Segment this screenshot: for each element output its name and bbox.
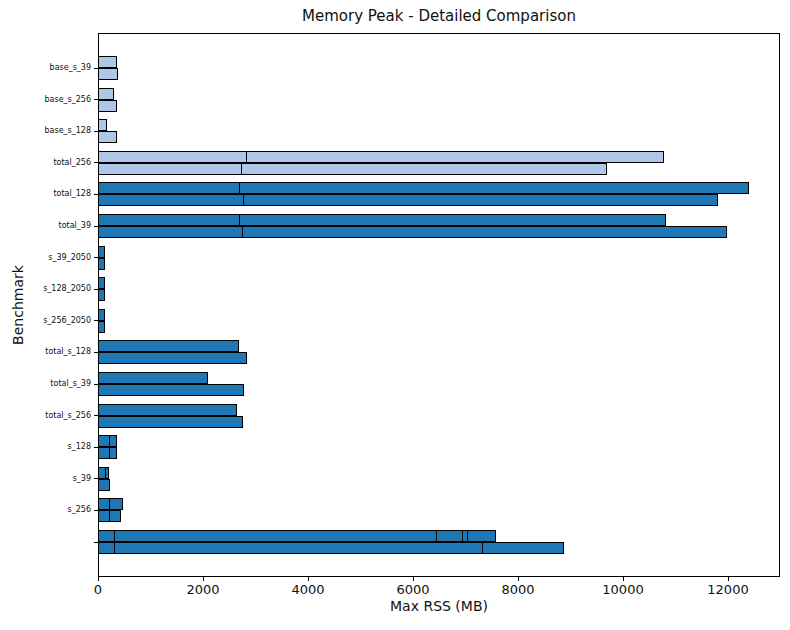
y-tick-mark xyxy=(94,415,98,416)
bar xyxy=(98,372,208,384)
bar xyxy=(98,246,105,258)
y-tick-label: total_s_256 xyxy=(0,411,91,421)
bar xyxy=(98,68,118,80)
memory-peak-chart: Memory Peak - Detailed Comparison Benchm… xyxy=(0,0,790,630)
chart-title: Memory Peak - Detailed Comparison xyxy=(98,7,780,25)
bar xyxy=(98,467,109,479)
bar-segment-edge xyxy=(239,214,240,226)
bar xyxy=(98,88,114,100)
y-tick-label: s_39_2050 xyxy=(0,253,91,263)
y-tick-mark xyxy=(94,162,98,163)
bar xyxy=(98,498,123,510)
y-tick-label: s_128 xyxy=(0,442,91,452)
x-tick-mark xyxy=(728,577,729,581)
bar xyxy=(98,100,117,112)
bar xyxy=(98,352,247,364)
bar xyxy=(98,258,105,270)
bar-segment-edge xyxy=(241,163,242,175)
y-tick-label: base_s_128 xyxy=(0,126,91,136)
bar-segment-edge xyxy=(246,151,247,163)
bar xyxy=(98,131,117,143)
bar xyxy=(98,289,105,301)
bar xyxy=(98,321,105,333)
bar xyxy=(98,226,727,238)
bar-segment-edge xyxy=(239,182,240,194)
bar xyxy=(98,447,117,459)
bar xyxy=(98,384,244,396)
y-tick-label: total_s_39 xyxy=(0,379,91,389)
bar-segment-edge xyxy=(436,530,437,542)
bar xyxy=(98,309,105,321)
x-tick-mark xyxy=(623,577,624,581)
y-tick-mark xyxy=(94,384,98,385)
x-tick-mark xyxy=(98,577,99,581)
bar xyxy=(98,277,105,289)
y-tick-mark xyxy=(94,257,98,258)
bar xyxy=(98,119,107,131)
x-tick-label: 4000 xyxy=(268,582,348,597)
bar xyxy=(98,163,607,175)
y-tick-mark xyxy=(94,226,98,227)
bar xyxy=(98,182,749,194)
x-tick-label: 2000 xyxy=(163,582,243,597)
bar xyxy=(98,435,117,447)
y-tick-label: total_39 xyxy=(0,221,91,231)
bar-segment-edge xyxy=(243,194,244,206)
bar xyxy=(98,194,718,206)
x-tick-label: 8000 xyxy=(478,582,558,597)
bar xyxy=(98,151,664,163)
y-tick-mark xyxy=(94,131,98,132)
bar xyxy=(98,479,110,491)
x-tick-mark xyxy=(308,577,309,581)
y-tick-label: total_128 xyxy=(0,189,91,199)
y-tick-label: s_256 xyxy=(0,505,91,515)
bar xyxy=(98,416,243,428)
y-tick-mark xyxy=(94,542,98,543)
bar-segment-edge xyxy=(462,530,463,542)
y-tick-mark xyxy=(94,99,98,100)
y-tick-mark xyxy=(94,510,98,511)
bar-segment-edge xyxy=(109,435,110,447)
x-tick-mark xyxy=(203,577,204,581)
x-tick-label: 6000 xyxy=(373,582,453,597)
bar xyxy=(98,404,237,416)
bar-segment-edge xyxy=(114,542,115,554)
y-tick-mark xyxy=(94,478,98,479)
y-tick-label: s_39 xyxy=(0,474,91,484)
bar-segment-edge xyxy=(467,530,468,542)
bar xyxy=(98,214,666,226)
y-tick-label: s_256_2050 xyxy=(0,316,91,326)
y-tick-mark xyxy=(94,68,98,69)
plot-area xyxy=(98,33,780,577)
y-tick-label: base_s_256 xyxy=(0,95,91,105)
y-tick-mark xyxy=(94,194,98,195)
y-tick-mark xyxy=(94,289,98,290)
x-tick-mark xyxy=(518,577,519,581)
y-tick-label: total_s_128 xyxy=(0,347,91,357)
bar-segment-edge xyxy=(114,530,115,542)
x-tick-label: 10000 xyxy=(583,582,663,597)
bar-segment-edge xyxy=(242,226,243,238)
bar xyxy=(98,340,239,352)
y-tick-label: base_s_39 xyxy=(0,63,91,73)
bar xyxy=(98,56,117,68)
y-tick-mark xyxy=(94,320,98,321)
bar-segment-edge xyxy=(105,467,106,479)
bar-segment-edge xyxy=(109,510,110,522)
x-axis-label: Max RSS (MB) xyxy=(98,598,780,614)
y-tick-label: total_256 xyxy=(0,158,91,168)
x-tick-label: 0 xyxy=(58,582,138,597)
y-tick-label: s_128_2050 xyxy=(0,284,91,294)
bar-segment-edge xyxy=(109,498,110,510)
y-tick-mark xyxy=(94,447,98,448)
x-tick-label: 12000 xyxy=(688,582,768,597)
bar xyxy=(98,542,564,554)
bar-segment-edge xyxy=(482,542,483,554)
y-tick-mark xyxy=(94,352,98,353)
bar-segment-edge xyxy=(109,447,110,459)
x-tick-mark xyxy=(413,577,414,581)
